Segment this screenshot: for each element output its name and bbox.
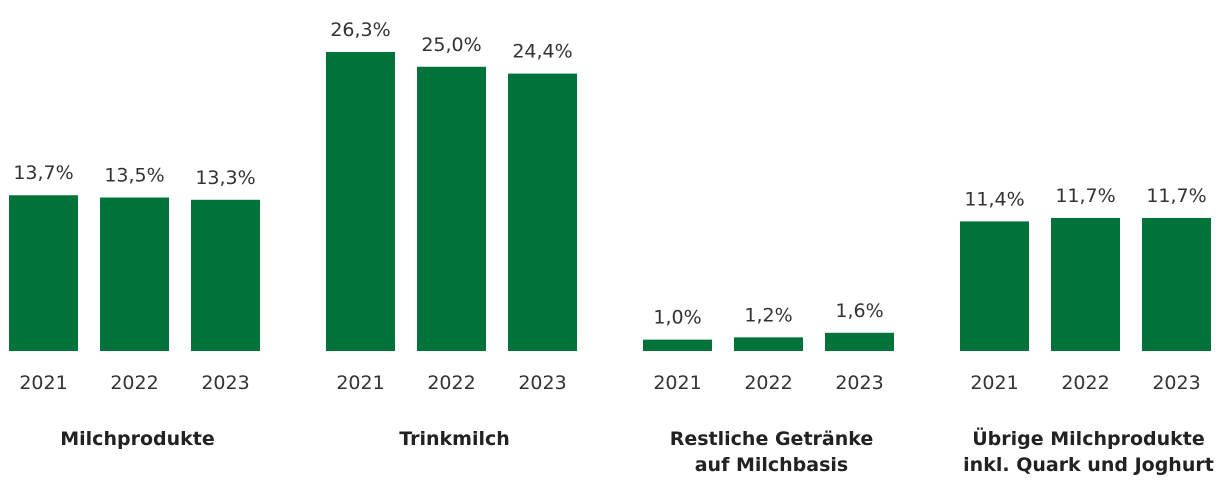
bar (9, 195, 78, 351)
value-label: 24,4% (512, 41, 572, 63)
bar (417, 66, 486, 351)
value-label: 1,0% (653, 307, 701, 329)
bar (508, 73, 577, 351)
bar (191, 199, 260, 351)
value-label: 1,2% (744, 304, 792, 326)
x-tick-label: 2021 (336, 372, 384, 394)
x-tick-label: 2022 (1061, 372, 1109, 394)
group-label: Trinkmilch (399, 428, 510, 450)
x-tick-label: 2023 (201, 372, 249, 394)
bar (1142, 217, 1211, 351)
value-label: 11,7% (1055, 185, 1115, 207)
x-tick-label: 2021 (19, 372, 67, 394)
bar (825, 332, 894, 351)
bar (734, 337, 803, 351)
x-tick-label: 2021 (653, 372, 701, 394)
value-label: 13,3% (195, 167, 255, 189)
value-label: 13,5% (104, 165, 164, 187)
x-tick-label: 2022 (744, 372, 792, 394)
bar (960, 221, 1029, 351)
value-label: 26,3% (330, 19, 390, 41)
x-tick-label: 2023 (518, 372, 566, 394)
x-tick-label: 2023 (1152, 372, 1200, 394)
bar (643, 339, 712, 351)
bar (326, 52, 395, 351)
x-tick-label: 2021 (970, 372, 1018, 394)
bar (1051, 217, 1120, 351)
group-label: Restliche Getränke auf Milchbasis (669, 428, 874, 476)
x-tick-label: 2022 (427, 372, 475, 394)
x-tick-label: 2023 (835, 372, 883, 394)
value-label: 11,4% (964, 188, 1024, 210)
value-label: 25,0% (421, 34, 481, 56)
value-label: 13,7% (13, 162, 73, 184)
group-label: Milchprodukte (60, 428, 215, 450)
x-tick-label: 2022 (110, 372, 158, 394)
value-label: 1,6% (835, 300, 883, 322)
bar (100, 197, 169, 351)
group-label: Übrige Milchprodukte inkl. Quark und Jog… (963, 428, 1214, 476)
value-label: 11,7% (1146, 185, 1206, 207)
